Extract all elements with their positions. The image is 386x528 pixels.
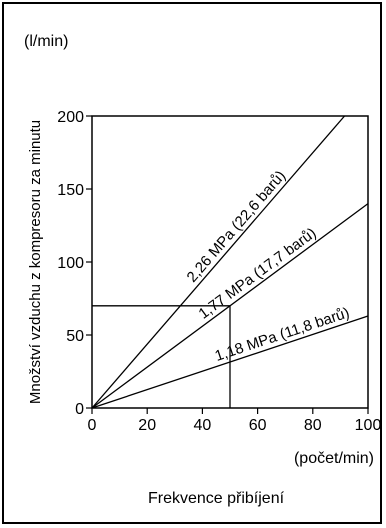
series-line-0 (91, 115, 346, 409)
x-axis-label: Frekvence přibíjení (148, 490, 285, 507)
y-tick-label-1: 50 (66, 328, 84, 345)
x-tick-label-2: 40 (194, 417, 212, 434)
series-label-2: 1,18 MPa (11,8 barů) (213, 304, 352, 365)
x-unit-label: (počet/min) (294, 450, 374, 467)
y-unit-label: (l/min) (24, 33, 68, 50)
y-axis-label: Množství vzduchu z kompresoru za minutu (27, 120, 44, 404)
x-tick-label-1: 20 (138, 417, 156, 434)
y-tick-label-0: 0 (75, 401, 84, 418)
y-tick-label-3: 150 (57, 182, 84, 199)
x-tick-label-3: 60 (249, 417, 267, 434)
y-tick-label-4: 200 (57, 109, 84, 126)
y-tick-label-2: 100 (57, 255, 84, 272)
series-line-1 (91, 203, 369, 409)
figure-frame (2, 2, 382, 524)
x-tick-label-5: 100 (355, 417, 382, 434)
x-tick-label-4: 80 (304, 417, 322, 434)
series-line-2 (91, 315, 369, 409)
x-tick-label-0: 0 (88, 417, 97, 434)
